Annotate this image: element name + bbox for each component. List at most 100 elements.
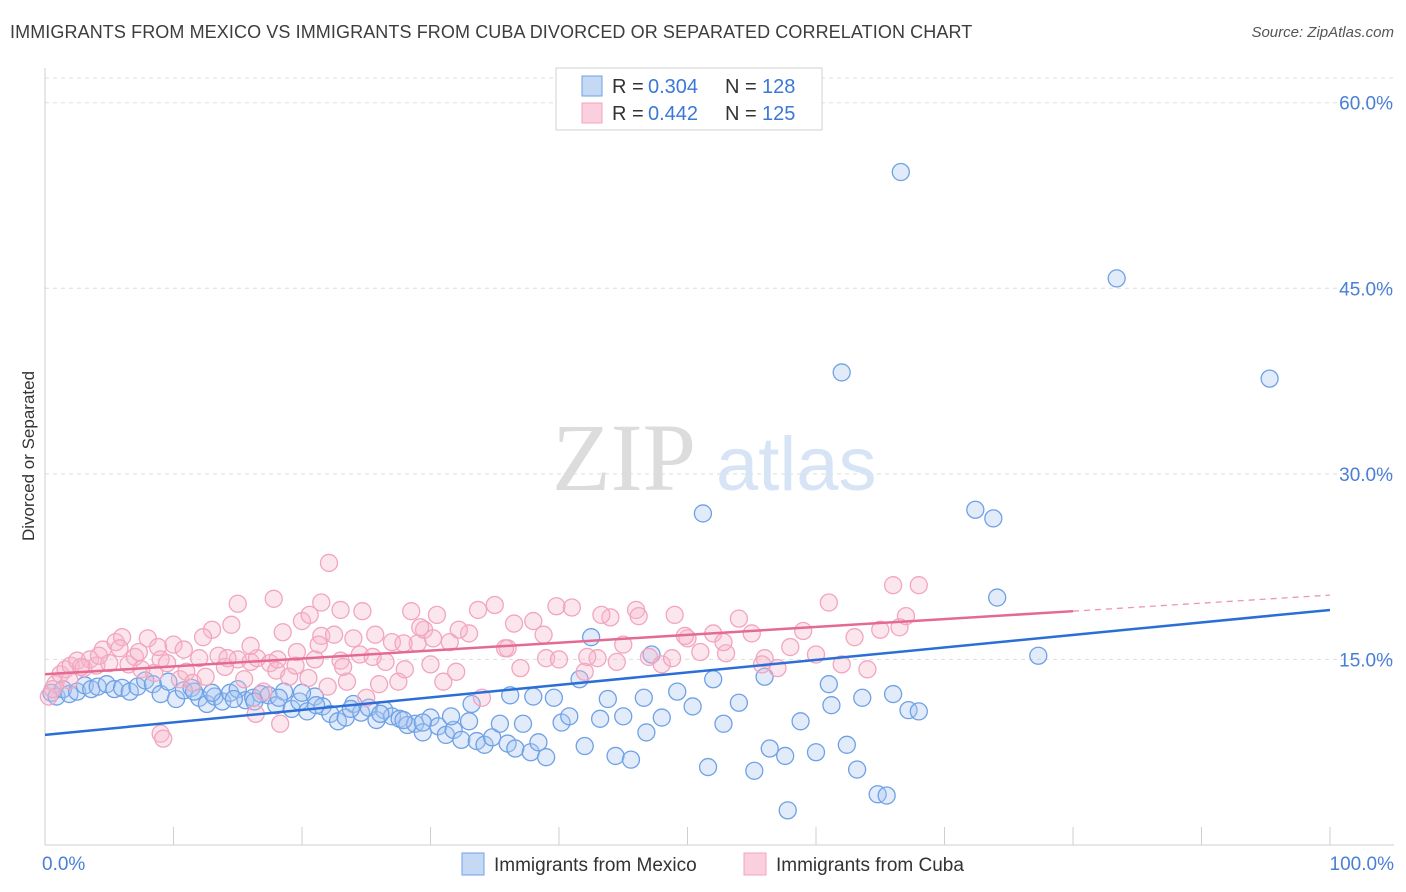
series-legend: Immigrants from Mexico Immigrants from C…	[461, 852, 964, 876]
series-0-point-96	[693, 504, 713, 523]
series-0-point-107	[704, 670, 723, 689]
series-1-point-127	[449, 620, 468, 639]
series-0-point-125	[224, 689, 244, 709]
series-1-point-86	[729, 609, 749, 628]
series-1-point-20	[164, 635, 183, 654]
y-tick-label-0: 15.0%	[1339, 650, 1393, 671]
series-1-point-117	[592, 605, 611, 625]
series-0-point-85	[822, 696, 841, 715]
series-1-point-133	[287, 642, 307, 662]
series-1-point-115	[504, 614, 524, 633]
series-1-point-129	[394, 634, 413, 653]
series-1-point-87	[742, 624, 761, 643]
series-0-point-113	[524, 687, 543, 706]
y-axis-label: Divorced or Separated	[19, 371, 38, 541]
series-1-point-22	[177, 662, 196, 681]
series-1-point-60	[421, 655, 440, 674]
series-0-point-58	[483, 728, 502, 747]
series-1-point-140	[129, 642, 148, 662]
series-0-point-78	[714, 714, 733, 733]
series-1-point-70	[524, 611, 543, 631]
series-0-point-28	[251, 684, 271, 704]
series-0-point-102	[1029, 646, 1048, 665]
x-tick-label-right: 100.0%	[1330, 854, 1395, 875]
series-1-point-61	[427, 605, 447, 625]
series-0-point-116	[441, 707, 461, 726]
series-1-point-57	[402, 602, 421, 621]
series-1-point-73	[562, 598, 581, 617]
series-1-point-69	[511, 658, 530, 678]
series-0-point-101	[988, 588, 1007, 607]
series-1-point-120	[714, 632, 733, 652]
series-1-point-132	[309, 635, 328, 654]
series-0-point-89	[883, 684, 903, 704]
series-1-point-102	[151, 724, 170, 743]
series-0-point-95	[909, 702, 928, 721]
series-1-point-19	[157, 653, 177, 673]
legend-swatch-mexico	[581, 75, 603, 97]
series-1-point-116	[547, 597, 566, 616]
series-1-point-130	[366, 625, 385, 644]
series-1-point-52	[369, 675, 389, 694]
series-1-point-98	[883, 576, 903, 595]
series-1-point-139	[148, 637, 168, 657]
series-0-point-86	[837, 735, 856, 754]
correlation-legend: R = 0.304 N = 128 R = 0.442 N = 125	[555, 67, 823, 131]
series-1-point-90	[781, 637, 800, 657]
series-0-point-103	[1107, 269, 1126, 288]
series-1-point-135	[241, 636, 260, 655]
watermark: ZIP atlas	[552, 404, 877, 511]
series-1-point-125	[534, 625, 553, 644]
series-0-point-93	[847, 760, 867, 779]
series-0-point-104	[1260, 369, 1279, 388]
series-1-point-122	[662, 649, 682, 668]
series-0-point-65	[537, 748, 556, 767]
series-1-point-1	[46, 675, 65, 694]
series-0-point-126	[202, 683, 222, 702]
series-1-point-106	[319, 553, 339, 573]
series-1-point-85	[716, 644, 736, 663]
series-0-point-9	[105, 679, 124, 699]
series-0-point-123	[269, 688, 289, 707]
series-0-point-61	[506, 739, 525, 758]
series-0-point-94	[877, 786, 896, 805]
series-0-point-117	[413, 713, 432, 732]
series-0-point-73	[637, 723, 656, 742]
chart-source: Source: ZipAtlas.com	[1251, 24, 1394, 41]
series-1-point-74	[575, 662, 594, 681]
bottom-legend-label-mexico: Immigrants from Mexico	[494, 855, 697, 876]
legend-r-label-cuba: R =	[612, 103, 644, 125]
trend-layer	[44, 594, 1331, 737]
series-1-point-65	[459, 624, 479, 643]
series-1-point-64	[447, 662, 466, 681]
series-0-point-68	[560, 707, 579, 726]
series-1-point-62	[434, 672, 453, 691]
series-1-point-105	[271, 714, 290, 733]
series-1-point-10	[100, 653, 119, 673]
series-0-point-30	[267, 696, 286, 715]
y-tick-labels: 15.0% 30.0% 45.0% 60.0%	[1339, 94, 1393, 672]
watermark-zip: ZIP	[552, 404, 696, 511]
series-0-point-72	[621, 750, 641, 769]
series-0-point-92	[819, 675, 838, 694]
series-0-point-66	[544, 688, 564, 707]
series-0-point-59	[490, 714, 510, 733]
series-1-point-12	[112, 628, 132, 647]
series-1-point-128	[423, 629, 443, 648]
legend-r-label-mexico: R =	[612, 76, 644, 98]
series-1-point-56	[395, 660, 414, 679]
series-1-point-81	[665, 605, 684, 625]
series-1-point-110	[312, 593, 331, 612]
series-0-point-69	[575, 736, 594, 756]
series-0-point-109	[634, 688, 653, 707]
series-0-point-16	[159, 672, 178, 691]
series-0-point-84	[806, 743, 826, 762]
series-0-point-82	[776, 746, 795, 766]
legend-r-value-mexico: 0.304	[648, 76, 698, 98]
series-0-point-110	[598, 689, 617, 709]
y-tick-label-1: 30.0%	[1339, 465, 1393, 486]
watermark-atlas: atlas	[716, 422, 877, 507]
series-1-point-141	[110, 639, 129, 658]
series-1-point-144	[60, 671, 79, 690]
series-1-point-118	[629, 606, 648, 626]
